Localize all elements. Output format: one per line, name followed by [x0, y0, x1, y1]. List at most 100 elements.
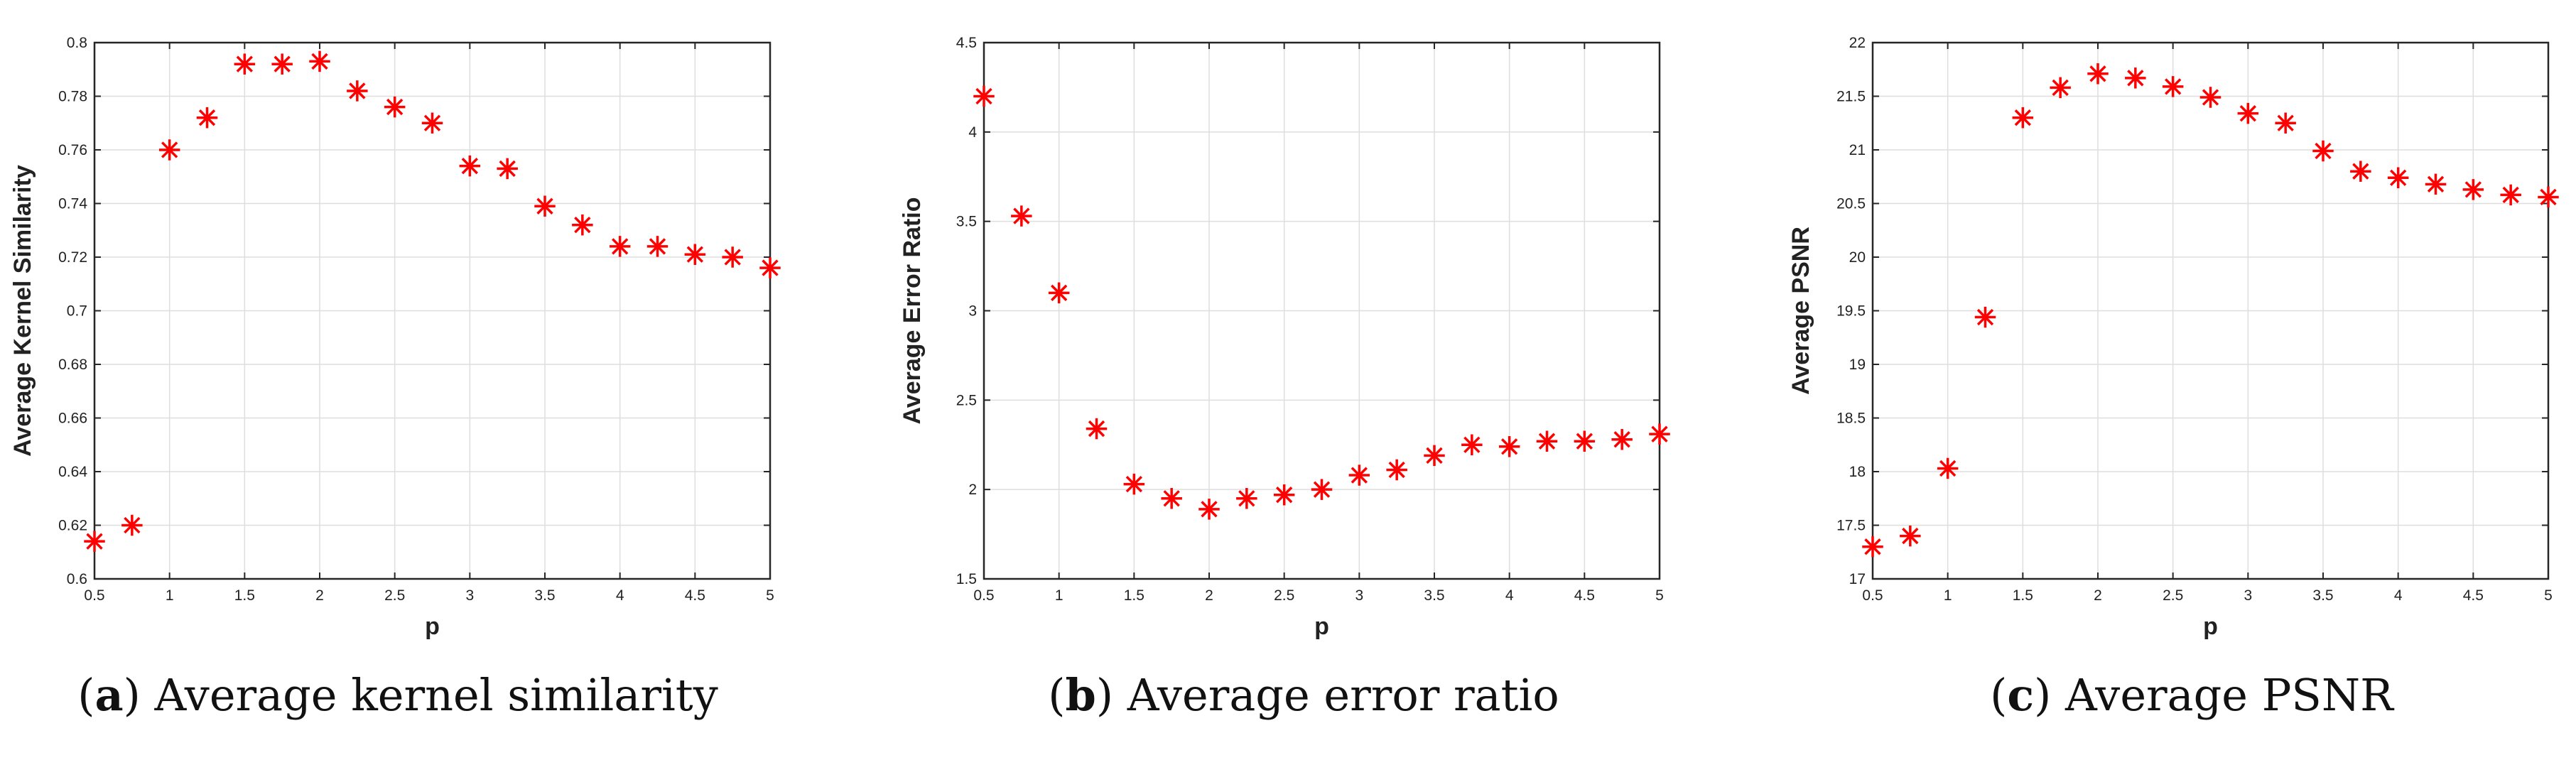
data-point — [459, 155, 481, 177]
data-point — [2199, 87, 2221, 108]
data-point — [121, 514, 143, 536]
panel-caption: (a) Average kernel similarity — [77, 669, 718, 721]
data-point — [271, 53, 293, 75]
data-point — [384, 96, 406, 118]
data-point — [646, 236, 669, 257]
panel-caption: (c) Average PSNR — [1990, 669, 2395, 721]
data-point — [2387, 167, 2409, 189]
y-tick-label: 17.5 — [1836, 518, 1866, 534]
y-tick-label: 1.5 — [956, 571, 977, 587]
y-axis-label: Average Error Ratio — [899, 197, 926, 425]
data-point — [609, 236, 631, 257]
x-tick-label: 4 — [616, 587, 624, 604]
x-tick-label: 2 — [2094, 587, 2102, 604]
y-tick-label: 3 — [968, 303, 977, 320]
data-point — [1048, 282, 1070, 304]
y-tick-label: 0.7 — [67, 303, 87, 320]
data-point — [1236, 488, 1257, 509]
x-tick-label: 4.5 — [2463, 587, 2484, 604]
x-tick-label: 4 — [2394, 587, 2403, 604]
data-point — [534, 195, 556, 217]
y-tick-label: 19 — [1849, 357, 1866, 373]
data-point — [1386, 459, 1407, 481]
data-point — [1937, 457, 1959, 479]
data-point — [2087, 63, 2109, 85]
x-tick-label: 3.5 — [534, 587, 555, 604]
x-tick-label: 2.5 — [2163, 587, 2183, 604]
data-point — [234, 53, 256, 75]
data-point — [684, 244, 706, 265]
plot-frame — [93, 41, 772, 580]
x-tick-label: 5 — [1655, 587, 1664, 604]
data-point — [158, 139, 180, 161]
y-tick-label: 0.6 — [67, 571, 87, 587]
data-point — [1273, 484, 1295, 506]
chart-panel-b: 1.5 2 2.5 3 3.5 4 4.5 0.5 1 1.5 2 2.5 3 3.5 4 4.5 5 p Aver… — [899, 35, 1670, 721]
y-tick-label: 22 — [1849, 35, 1866, 51]
y-tick-label: 0.66 — [58, 411, 87, 427]
y-tick-label: 0.8 — [67, 35, 87, 51]
x-axis-label: p — [2203, 613, 2218, 640]
y-tick-label: 0.78 — [58, 89, 87, 105]
y-tick-label: 17 — [1849, 571, 1866, 587]
x-tick-label: 0.5 — [84, 587, 104, 604]
data-point — [1311, 479, 1333, 500]
x-tick-label: 2 — [1205, 587, 1213, 604]
data-point — [572, 214, 593, 236]
y-tick-label: 2 — [968, 482, 977, 498]
y-tick-label: 0.62 — [58, 518, 87, 534]
data-point — [722, 246, 743, 268]
data-point — [84, 531, 105, 552]
chart-panel-c: 17 17.5 18 18.5 19 19.5 20 20.5 21 21.5 22 0.5 1 1.5 2… — [1787, 35, 2559, 721]
x-tick-label: 3 — [2244, 587, 2252, 604]
x-tick-label: 1 — [1055, 587, 1064, 604]
data-point — [2012, 107, 2034, 129]
y-tick-label: 2.5 — [956, 392, 977, 408]
x-tick-label: 0.5 — [973, 587, 994, 604]
y-tick-label: 0.72 — [58, 249, 87, 266]
data-point — [1611, 428, 1633, 450]
data-point — [1862, 536, 1883, 558]
data-point — [2125, 67, 2146, 89]
x-tick-label: 1 — [1944, 587, 1952, 604]
data-point — [2462, 179, 2484, 200]
x-axis-label: p — [425, 613, 440, 640]
x-tick-label: 3.5 — [2312, 587, 2333, 604]
y-axis-label: Average PSNR — [1787, 227, 1814, 395]
data-point — [1900, 525, 1921, 547]
data-point — [1574, 430, 1596, 452]
plot-frame — [983, 41, 1661, 580]
plot-frame — [1871, 41, 2550, 580]
x-tick-label: 4.5 — [1574, 587, 1595, 604]
x-axis-label: p — [1314, 613, 1329, 640]
y-tick-label: 0.74 — [58, 196, 87, 212]
y-tick-label: 18 — [1849, 464, 1866, 480]
data-point — [2312, 140, 2334, 162]
x-tick-label: 0.5 — [1862, 587, 1883, 604]
data-point — [1461, 434, 1483, 455]
x-tick-label: 1.5 — [234, 587, 255, 604]
y-tick-label: 4.5 — [956, 35, 977, 51]
data-point — [421, 112, 443, 134]
data-point — [1348, 465, 1370, 486]
data-point — [1086, 418, 1108, 440]
y-tick-label: 4 — [968, 124, 977, 141]
x-tick-label: 1.5 — [2013, 587, 2033, 604]
y-tick-label: 21.5 — [1836, 89, 1866, 105]
data-point — [309, 50, 330, 72]
data-point — [1498, 436, 1520, 457]
data-point — [497, 158, 518, 180]
x-tick-label: 3 — [465, 587, 474, 604]
y-tick-label: 21 — [1849, 142, 1866, 158]
data-point — [1649, 423, 1670, 445]
data-point — [1011, 205, 1032, 227]
data-point — [973, 85, 995, 107]
chart-panel-a: 0.6 0.62 0.64 0.66 0.68 0.7 0.72 0.74 0.76 0.78 0.… — [9, 35, 781, 721]
y-tick-label: 0.68 — [58, 357, 87, 373]
data-point — [2425, 173, 2447, 195]
y-tick-label: 3.5 — [956, 214, 977, 230]
data-point — [1161, 488, 1182, 509]
data-point — [1974, 306, 1996, 328]
x-tick-label: 2.5 — [1274, 587, 1294, 604]
